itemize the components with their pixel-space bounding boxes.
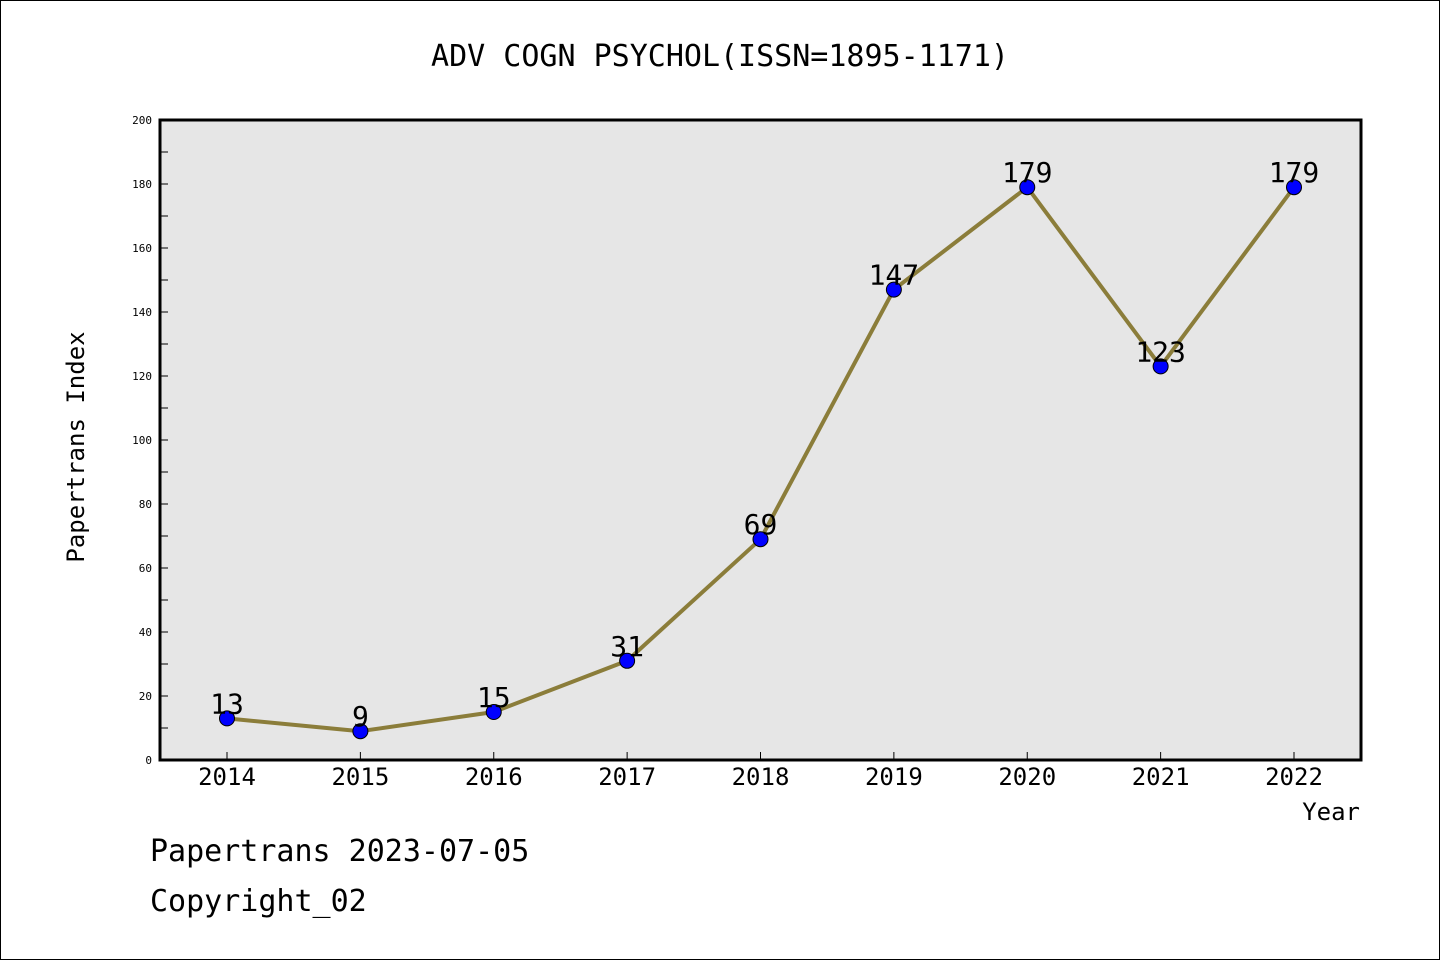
x-tick-label: 2016 xyxy=(465,763,523,791)
data-label: 147 xyxy=(869,259,920,292)
y-tick-label: 80 xyxy=(139,498,152,511)
x-tick-label: 2015 xyxy=(331,763,389,791)
plot-border xyxy=(158,118,1363,762)
footer-date: Papertrans 2023-07-05 xyxy=(150,834,530,869)
x-tick-label: 2018 xyxy=(732,763,790,791)
y-tick-label: 60 xyxy=(139,562,152,575)
x-tick-label: 2019 xyxy=(865,763,923,791)
data-label: 179 xyxy=(1269,156,1320,189)
data-point xyxy=(219,710,235,727)
data-label: 123 xyxy=(1135,335,1186,368)
data-point xyxy=(619,652,636,669)
y-tick-label: 200 xyxy=(132,114,152,127)
data-point xyxy=(485,704,502,720)
data-point xyxy=(1152,358,1169,375)
plot-area xyxy=(160,120,1361,760)
x-tick-label: 2017 xyxy=(598,763,656,791)
data-point xyxy=(1286,179,1302,196)
data-label: 31 xyxy=(610,630,644,663)
data-label: 13 xyxy=(210,687,244,720)
x-tick-label: 2020 xyxy=(998,763,1056,791)
data-label: 15 xyxy=(477,681,511,714)
x-tick-label: 2014 xyxy=(198,763,256,791)
x-axis-label: Year xyxy=(1302,798,1360,826)
data-label: 9 xyxy=(352,700,369,733)
y-tick-label: 120 xyxy=(132,370,152,383)
y-axis-label: Papertrans Index xyxy=(62,331,90,562)
data-point xyxy=(1019,179,1036,196)
y-tick-label: 20 xyxy=(139,690,152,703)
x-tick-label: 2021 xyxy=(1132,763,1190,791)
x-axis-ticks: 2014 2015 2016 2017 2018 2019 2020 2021 2022 xyxy=(198,752,1323,791)
y-tick-label: 180 xyxy=(132,178,152,191)
y-tick-label: 40 xyxy=(139,626,152,639)
data-label: 179 xyxy=(1002,156,1053,189)
data-point xyxy=(352,723,369,740)
data-label: 69 xyxy=(744,508,778,541)
y-tick-label: 100 xyxy=(132,434,152,447)
chart-title: ADV COGN PSYCHOL(ISSN=1895-1171) xyxy=(431,39,1009,74)
y-tick-label: 0 xyxy=(145,754,152,767)
y-axis-ticks: 0 20 40 60 80 100 120 140 160 180 200 xyxy=(132,114,168,767)
y-tick-label: 160 xyxy=(132,242,152,255)
footer-copyright: Copyright_02 xyxy=(150,884,367,919)
data-point xyxy=(752,531,769,548)
data-point xyxy=(885,281,902,298)
series-line-group: 13 9 15 31 69 147 179 123 179 xyxy=(210,156,1320,740)
x-tick-label: 2022 xyxy=(1265,763,1323,791)
y-tick-label: 140 xyxy=(132,306,152,319)
